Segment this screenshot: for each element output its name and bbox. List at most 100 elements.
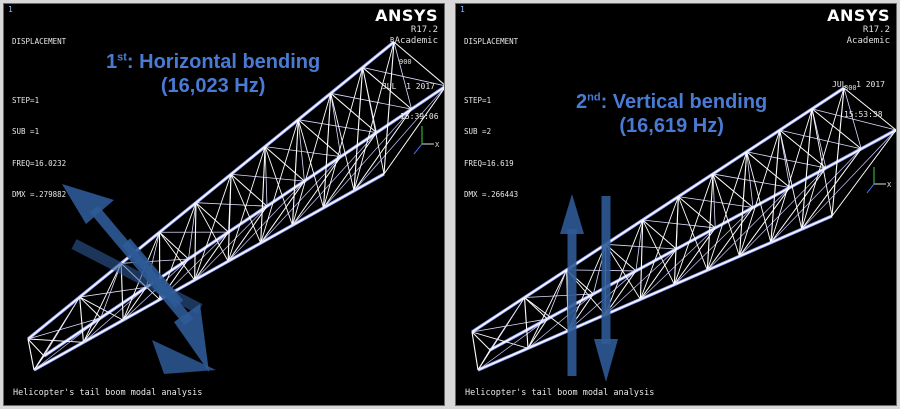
diagonal-member xyxy=(605,243,677,250)
mode-annotation: 2nd: Vertical bending (16,619 Hz) xyxy=(576,90,767,139)
frame-member xyxy=(393,41,444,85)
diagonal-member xyxy=(227,146,266,262)
horizontal-motion-arrow xyxy=(62,184,216,374)
longeron-core xyxy=(33,173,385,371)
frame-member xyxy=(471,331,479,371)
diagonal-member xyxy=(640,196,679,300)
dmx-value: DMX =.266443 xyxy=(464,190,519,199)
diagonal-member xyxy=(843,87,862,149)
longeron-core xyxy=(27,41,395,340)
diagonal-member xyxy=(770,148,862,243)
frame-member xyxy=(831,87,845,217)
mode-title: : Vertical bending xyxy=(600,91,768,113)
diagonal-member xyxy=(471,318,548,333)
frame-member xyxy=(678,196,716,229)
diagonal-member xyxy=(770,108,813,243)
ansys-logo: ANSYS xyxy=(375,6,438,25)
diagonal-member xyxy=(362,67,385,175)
freq-value: FREQ=16.0232 xyxy=(12,158,67,168)
diagonal-member xyxy=(712,173,716,228)
longeron-core xyxy=(489,129,896,351)
frame-member xyxy=(27,338,35,371)
frame-member xyxy=(746,151,791,188)
frame-member xyxy=(353,108,412,192)
diagonal-member xyxy=(79,286,147,298)
frame-member xyxy=(712,173,754,208)
diagonal-member xyxy=(227,180,305,262)
triad-x-label: X xyxy=(887,181,892,189)
frame-member xyxy=(195,202,229,233)
diagonal-member xyxy=(779,129,862,150)
frame-member xyxy=(524,297,548,320)
freq-value: FREQ=16.619 xyxy=(464,158,514,168)
mode-frequency: (16,619 Hz) xyxy=(619,115,724,138)
edition-label: Academic xyxy=(394,36,438,46)
frame-member xyxy=(323,132,377,209)
diagonal-member xyxy=(264,146,293,226)
frame-member xyxy=(297,119,342,157)
frame-member xyxy=(706,173,714,271)
diagonal-member xyxy=(292,132,377,226)
frame-member xyxy=(230,173,268,207)
diagonal-member xyxy=(194,174,232,281)
frame-member xyxy=(801,108,813,230)
diagonal-member xyxy=(604,219,644,315)
diagonal-member xyxy=(27,317,101,340)
diagonal-member xyxy=(546,269,568,320)
diagonal-member xyxy=(43,296,81,357)
result-info: DISPLACEMENT STEP=1 SUB =2 FREQ=16.619 D… xyxy=(464,16,518,222)
diagonal-member xyxy=(353,41,395,191)
frame-member xyxy=(383,41,395,175)
frame-member xyxy=(642,219,677,250)
diagonal-member xyxy=(33,317,101,371)
diagonal-member xyxy=(471,331,529,349)
frame-member xyxy=(291,119,299,226)
time-label: 15:53:38 xyxy=(844,110,883,119)
version-label: R17.2 xyxy=(410,25,438,35)
diagonal-member xyxy=(712,173,790,188)
diagonal-member xyxy=(260,156,342,244)
diagonal-member xyxy=(674,207,754,285)
dmx-value: DMX =.279882 xyxy=(12,190,67,199)
diagonal-member xyxy=(83,263,122,343)
ansys-badge: ANSYS R17.2 Academic xyxy=(375,6,438,47)
frame-member xyxy=(739,187,791,257)
frame-member xyxy=(811,108,862,150)
diagonal-member xyxy=(635,219,644,271)
date-label: JUL 1 2017 xyxy=(832,80,885,89)
diagonal-member xyxy=(566,269,636,272)
frame-member xyxy=(353,67,364,191)
window-number: 1 xyxy=(8,5,13,14)
frame-member xyxy=(831,129,896,217)
coordinate-triad: X xyxy=(866,167,892,194)
diagonal-member xyxy=(706,151,748,271)
truss-structure xyxy=(471,86,896,372)
timestamp: JUL 1 2017 15:39:06 xyxy=(382,62,439,142)
diagonal-member xyxy=(297,119,324,208)
diagonal-member xyxy=(330,93,342,157)
frame-member xyxy=(383,87,444,175)
mode-ordinal: 1 xyxy=(106,51,118,73)
diagonal-member xyxy=(801,129,896,230)
diagonal-member xyxy=(27,338,84,343)
date-label: JUL 1 2017 xyxy=(382,82,435,91)
frame-member xyxy=(673,196,679,285)
frame-member xyxy=(527,318,548,349)
frame-member xyxy=(159,231,189,260)
tail-boom-wireframe: X B 900 xyxy=(26,36,444,374)
version-label: R17.2 xyxy=(862,25,890,35)
tail-boom-wireframe: X 800 xyxy=(471,84,896,382)
diagonal-member xyxy=(524,297,569,332)
diagonal-member xyxy=(524,293,594,298)
frame-member xyxy=(292,156,342,226)
diagonal-member xyxy=(323,108,412,209)
mode-frequency: (16,023 Hz) xyxy=(160,75,266,98)
diagonal-member xyxy=(188,202,197,260)
frame-member xyxy=(706,207,754,271)
frame-member xyxy=(843,87,896,131)
diagonal-member xyxy=(323,67,364,208)
diagonal-member xyxy=(605,244,641,300)
timestamp: JUL 1 2017 15:53:38 xyxy=(832,60,885,140)
node-label-b: B xyxy=(390,36,394,44)
diagonal-member xyxy=(297,119,305,182)
